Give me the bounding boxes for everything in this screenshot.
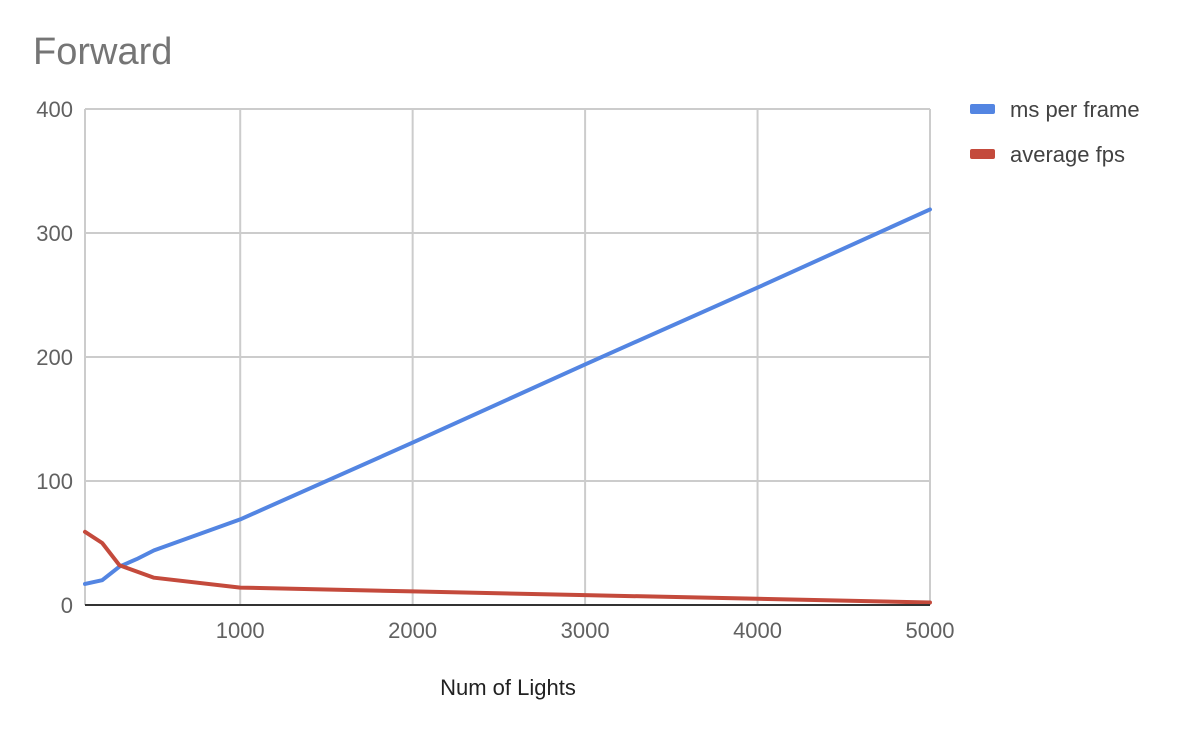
y-tick-label: 0 <box>61 593 73 618</box>
grid-lines <box>84 108 931 605</box>
y-tick-label: 100 <box>36 469 73 494</box>
legend-swatch <box>970 104 995 114</box>
x-tick-label: 2000 <box>388 618 437 643</box>
legend-swatch <box>970 149 995 159</box>
x-tick-label: 1000 <box>216 618 265 643</box>
legend: ms per frame average fps <box>970 97 1140 167</box>
y-tick-label: 200 <box>36 345 73 370</box>
y-axis-ticks: 0 100 200 300 400 <box>36 97 73 618</box>
legend-label: ms per frame <box>1010 97 1140 122</box>
x-tick-label: 3000 <box>561 618 610 643</box>
series-line-ms-per-frame <box>83 207 932 586</box>
series-line-average-fps <box>83 529 932 605</box>
x-tick-label: 4000 <box>733 618 782 643</box>
series-lines <box>83 207 932 605</box>
x-axis-label: Num of Lights <box>440 675 576 700</box>
y-tick-label: 400 <box>36 97 73 122</box>
x-axis-ticks: 1000 2000 3000 4000 5000 <box>216 618 955 643</box>
chart-title: Forward <box>33 31 172 73</box>
x-tick-label: 5000 <box>906 618 955 643</box>
y-tick-label: 300 <box>36 221 73 246</box>
legend-label: average fps <box>1010 142 1125 167</box>
